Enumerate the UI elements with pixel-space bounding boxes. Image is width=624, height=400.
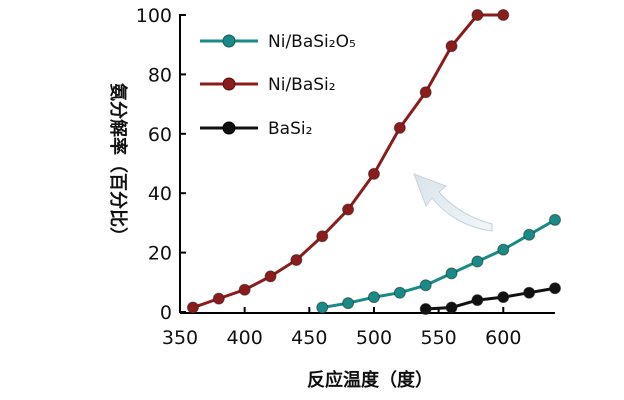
- data-point: [549, 282, 561, 295]
- data-point: [316, 230, 329, 243]
- data-point: [290, 254, 303, 267]
- data-point: [471, 255, 484, 268]
- series-line: [321, 218, 556, 310]
- data-point: [549, 213, 561, 226]
- legend-item-ni-basi2o5: Ni/BaSi₂O₅: [200, 32, 356, 52]
- data-point: [471, 9, 484, 21]
- data-point: [186, 301, 199, 314]
- x-tick-label: 350: [162, 327, 198, 349]
- annotation-arrow: [413, 173, 493, 232]
- y-tick-label: 20: [148, 243, 172, 265]
- series-line: [192, 13, 504, 309]
- legend-item-basi2: BaSi₂: [200, 119, 312, 139]
- data-point: [497, 291, 510, 304]
- series-basi: [419, 282, 561, 316]
- y-tick-label: 60: [148, 124, 172, 146]
- x-axis-title: 反应温度（度）: [307, 369, 433, 391]
- data-point: [445, 40, 458, 53]
- series-ni-basi-o: [316, 213, 561, 314]
- data-point: [471, 294, 484, 307]
- data-point: [497, 243, 510, 256]
- y-tick-label: 40: [148, 183, 172, 205]
- y-tick-label: 80: [148, 64, 172, 86]
- x-tick-label: 500: [356, 327, 392, 349]
- legend-label-ni-basi2o5: Ni/BaSi₂O₅: [268, 32, 356, 52]
- x-tick-label: 550: [420, 327, 456, 349]
- data-point: [367, 291, 380, 304]
- data-point: [419, 86, 432, 99]
- data-point: [238, 283, 251, 296]
- x-tick-label: 400: [227, 327, 263, 349]
- legend-item-ni-basi2: Ni/BaSi₂: [200, 75, 336, 95]
- x-tick-label: 600: [485, 327, 521, 349]
- data-point: [342, 203, 355, 216]
- x-tick-label: 450: [291, 327, 327, 349]
- data-point: [342, 297, 355, 310]
- data-point: [419, 303, 432, 316]
- data-point: [212, 292, 225, 305]
- series-line: [425, 286, 556, 311]
- data-point: [316, 301, 329, 314]
- series-ni-basi: [186, 9, 510, 314]
- data-point: [264, 270, 277, 283]
- data-point: [523, 286, 536, 299]
- y-axis-title: 氨分解率（百分比）: [107, 83, 129, 245]
- legend-label-basi2: BaSi₂: [268, 119, 312, 139]
- legend: Ni/BaSi₂O₅ Ni/BaSi₂ BaSi₂: [200, 32, 356, 139]
- data-point: [393, 286, 406, 299]
- data-point: [445, 267, 458, 280]
- y-tick-label: 0: [160, 302, 172, 324]
- y-tick-label: 100: [136, 5, 172, 27]
- data-point: [445, 301, 458, 314]
- data-point: [393, 121, 406, 134]
- data-point: [367, 167, 380, 180]
- data-point: [497, 9, 510, 21]
- data-point: [419, 279, 432, 292]
- data-point: [523, 228, 536, 241]
- legend-label-ni-basi2: Ni/BaSi₂: [268, 75, 336, 95]
